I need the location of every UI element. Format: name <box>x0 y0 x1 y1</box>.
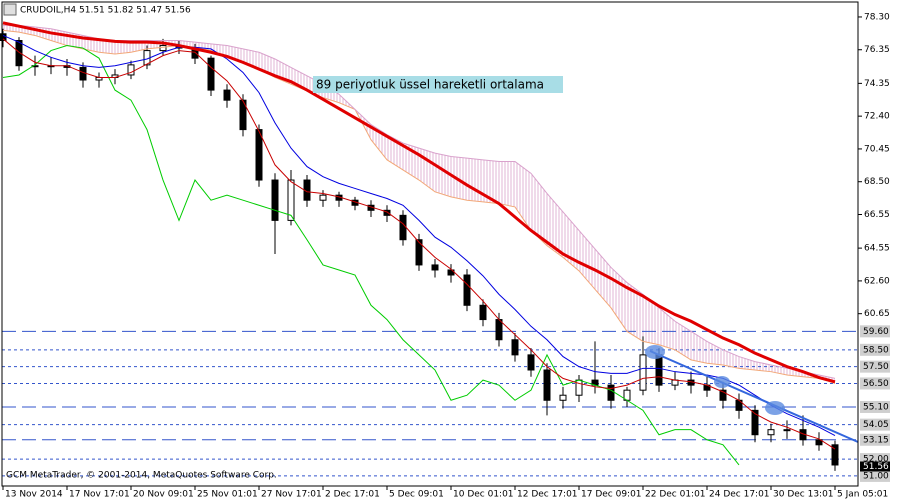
touch-marker <box>714 376 730 388</box>
level-label: 51.00 <box>863 471 889 481</box>
level-label-box <box>860 469 890 482</box>
y-tick-label: 72.40 <box>864 112 890 122</box>
x-tick-label: 22 Dec 01:01 <box>645 490 706 500</box>
candle-body <box>783 429 791 432</box>
candle-body <box>287 179 295 221</box>
level-label: 58.50 <box>863 345 889 355</box>
y-tick-label: 78.30 <box>864 12 890 22</box>
candle-body <box>255 129 263 181</box>
candle-body <box>127 64 135 76</box>
touch-marker <box>765 401 785 415</box>
level-label-box <box>860 377 890 390</box>
candle-body <box>223 89 231 101</box>
level-label-box <box>860 400 890 413</box>
x-tick-label: 25 Nov 01:01 <box>197 490 258 500</box>
candle-body <box>239 99 247 131</box>
candle-body <box>527 354 535 371</box>
candle-body <box>831 444 839 466</box>
price-label-box <box>860 461 890 472</box>
candle-body <box>719 389 727 401</box>
y-tick-label: 66.55 <box>864 210 890 220</box>
level-label-box <box>860 343 890 356</box>
y-tick-label: 76.35 <box>864 45 890 55</box>
candle-body <box>271 179 279 221</box>
x-tick-label: 5 Dec 09:01 <box>389 490 444 500</box>
candle-body <box>479 304 487 321</box>
level-label-box <box>860 418 890 431</box>
touch-marker <box>645 345 665 359</box>
indicator-line <box>2 45 740 466</box>
chart-header: CRUDOIL,H4 51.51 51.82 51.47 51.56 <box>20 6 191 16</box>
level-label-box <box>860 360 890 373</box>
y-tick-label: 64.55 <box>864 244 890 254</box>
candle-body <box>319 194 327 201</box>
level-label: 56.50 <box>863 379 889 389</box>
indicator-line <box>2 34 836 437</box>
x-tick-label: 30 Dec 13:01 <box>773 490 834 500</box>
candle-body <box>607 384 615 401</box>
candle-body <box>751 409 759 436</box>
candle-body <box>671 379 679 386</box>
x-tick-label: 27 Nov 17:01 <box>261 490 322 500</box>
x-tick-label: 2 Dec 17:01 <box>325 490 380 500</box>
y-tick-label: 62.60 <box>864 276 890 286</box>
plot-area: 78.30 76.35 74.35 72.40 70.45 68.50 66.55 64.55… <box>0 12 890 500</box>
x-tick-label: 20 Nov 09:01 <box>133 490 194 500</box>
level-label-box <box>860 433 890 446</box>
candle-body <box>511 339 519 356</box>
candle-body <box>207 57 215 91</box>
candle-body <box>815 439 823 446</box>
level-label: 55.10 <box>863 402 889 412</box>
trend-line <box>649 350 859 443</box>
x-tick-label: 24 Dec 17:01 <box>709 490 770 500</box>
level-label: 53.15 <box>863 435 889 445</box>
candle-body <box>383 209 391 216</box>
x-tick-label: 10 Dec 01:01 <box>453 490 514 500</box>
candle-body <box>655 354 663 386</box>
annotation-box <box>313 76 563 93</box>
candle-body <box>399 214 407 241</box>
annotation: 89 periyotluk üssel hareketli ortalama <box>316 78 544 92</box>
candle-body <box>767 429 775 436</box>
indicator-line <box>2 29 836 384</box>
candle-body <box>559 394 567 401</box>
x-tick-label: 5 Jan 05:01 <box>837 490 888 500</box>
x-tick-label: 17 Dec 09:01 <box>581 490 642 500</box>
x-tick-label: 17 Nov 17:01 <box>69 490 130 500</box>
candle-body <box>463 274 471 306</box>
candle-body <box>415 239 423 266</box>
candle-body <box>159 45 167 52</box>
level-label: 59.60 <box>863 327 889 337</box>
x-tick-label: 12 Dec 17:01 <box>517 490 578 500</box>
level-label-box <box>860 325 890 338</box>
candle-body <box>0 33 7 41</box>
y-tick-label: 70.45 <box>864 144 890 154</box>
candle-body <box>79 66 87 81</box>
candle-body <box>15 39 23 67</box>
x-tick-label: 13 Nov 2014 <box>5 490 63 500</box>
plot-border <box>1 1 859 487</box>
candle-body <box>495 319 503 341</box>
indicator-line <box>3 24 836 379</box>
y-tick-label: 74.35 <box>864 79 890 89</box>
price-label: 51.56 <box>863 462 889 472</box>
level-label: 54.05 <box>863 420 889 430</box>
level-label: 52.00 <box>863 455 889 465</box>
candle-body <box>639 354 647 391</box>
y-tick-label: 60.65 <box>864 309 890 319</box>
footer: GCM MetaTrader, © 2001-2014, MetaQuotes … <box>6 471 277 481</box>
symbol-icon <box>3 3 17 16</box>
ichimoku-cloud <box>3 25 835 384</box>
indicator-line <box>2 38 836 450</box>
level-label: 57.50 <box>863 362 889 372</box>
y-tick-label: 68.50 <box>864 177 890 187</box>
indicator-line <box>2 21 836 384</box>
candle-body <box>543 369 551 401</box>
candle-body <box>431 264 439 271</box>
